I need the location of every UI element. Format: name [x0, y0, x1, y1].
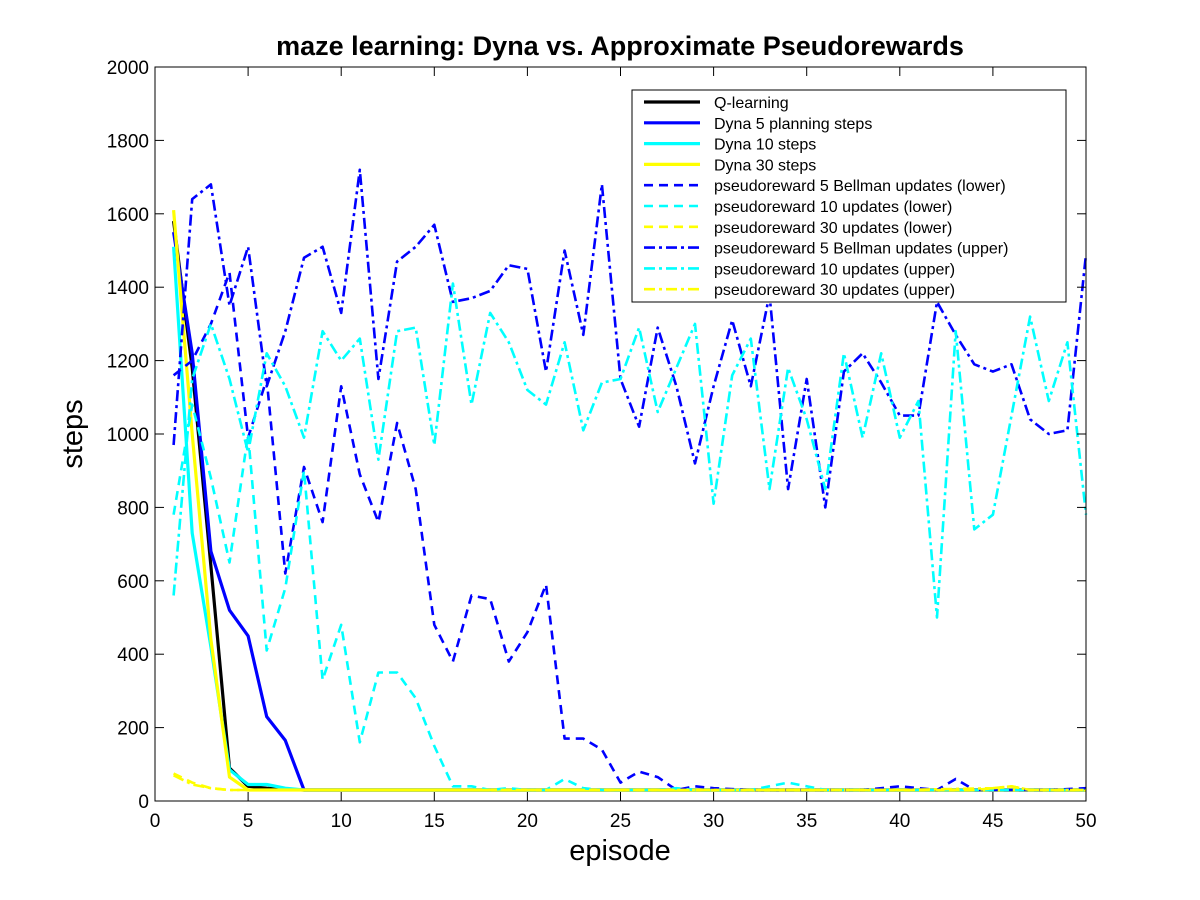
legend-label-7: pseudoreward 5 Bellman updates (upper) — [714, 241, 1008, 258]
y-tick-label-8: 1600 — [107, 205, 149, 226]
legend-label-9: pseudoreward 30 updates (upper) — [714, 282, 955, 299]
x-tick-label-2: 10 — [331, 811, 352, 832]
legend-label-1: Dyna 5 planning steps — [714, 116, 872, 133]
plot-area — [172, 168, 1088, 792]
y-tick-label-3: 600 — [117, 572, 149, 593]
x-tick-label-10: 50 — [1075, 811, 1096, 832]
x-axis: 0 5 10 15 20 25 30 35 40 45 50 — [150, 67, 1097, 832]
legend-label-5: pseudoreward 10 updates (lower) — [714, 199, 952, 216]
legend-label-8: pseudoreward 10 updates (upper) — [714, 261, 955, 278]
y-tick-label-2: 400 — [117, 645, 149, 666]
series-line-9 — [173, 774, 1086, 792]
x-tick-label-6: 30 — [703, 811, 724, 832]
legend-label-6: pseudoreward 30 updates (lower) — [714, 220, 952, 237]
series-line-5 — [172, 403, 1086, 792]
x-tick-label-8: 40 — [889, 811, 910, 832]
x-tick-label-9: 45 — [982, 811, 1003, 832]
y-tick-label-4: 800 — [117, 498, 149, 519]
y-tick-label-6: 1200 — [107, 352, 149, 373]
x-tick-label-7: 35 — [796, 811, 817, 832]
series-line-8 — [172, 282, 1088, 619]
x-tick-label-1: 5 — [243, 811, 254, 832]
y-tick-label-1: 200 — [117, 719, 149, 740]
legend-label-3: Dyna 30 steps — [714, 157, 816, 174]
y-tick-label-7: 1400 — [107, 278, 149, 299]
legend-box — [631, 89, 1067, 303]
legend-label-0: Q-learning — [714, 95, 789, 112]
y-tick-label-5: 1000 — [107, 425, 149, 446]
legend: Q-learning Dyna 5 planning steps Dyna 10 s… — [631, 89, 1067, 303]
legend-label-4: pseudoreward 5 Bellman updates (lower) — [714, 178, 1006, 195]
x-tick-label-5: 25 — [610, 811, 631, 832]
series-line-7 — [172, 168, 1088, 509]
y-tick-label-0: 0 — [138, 792, 149, 813]
x-tick-label-0: 0 — [150, 811, 161, 832]
y-tick-label-9: 1800 — [107, 131, 149, 152]
x-axis-label: episode — [569, 835, 671, 867]
x-tick-label-3: 15 — [424, 811, 445, 832]
y-tick-label-10: 2000 — [107, 58, 149, 79]
legend-label-2: Dyna 10 steps — [714, 137, 816, 154]
x-tick-label-4: 20 — [517, 811, 538, 832]
y-axis: 0 200 400 600 800 1000 1200 1400 1600 1800 2000 — [107, 58, 1086, 813]
y-axis-label: steps — [57, 399, 89, 468]
chart-title: maze learning: Dyna vs. Approximate Pseu… — [276, 31, 964, 61]
